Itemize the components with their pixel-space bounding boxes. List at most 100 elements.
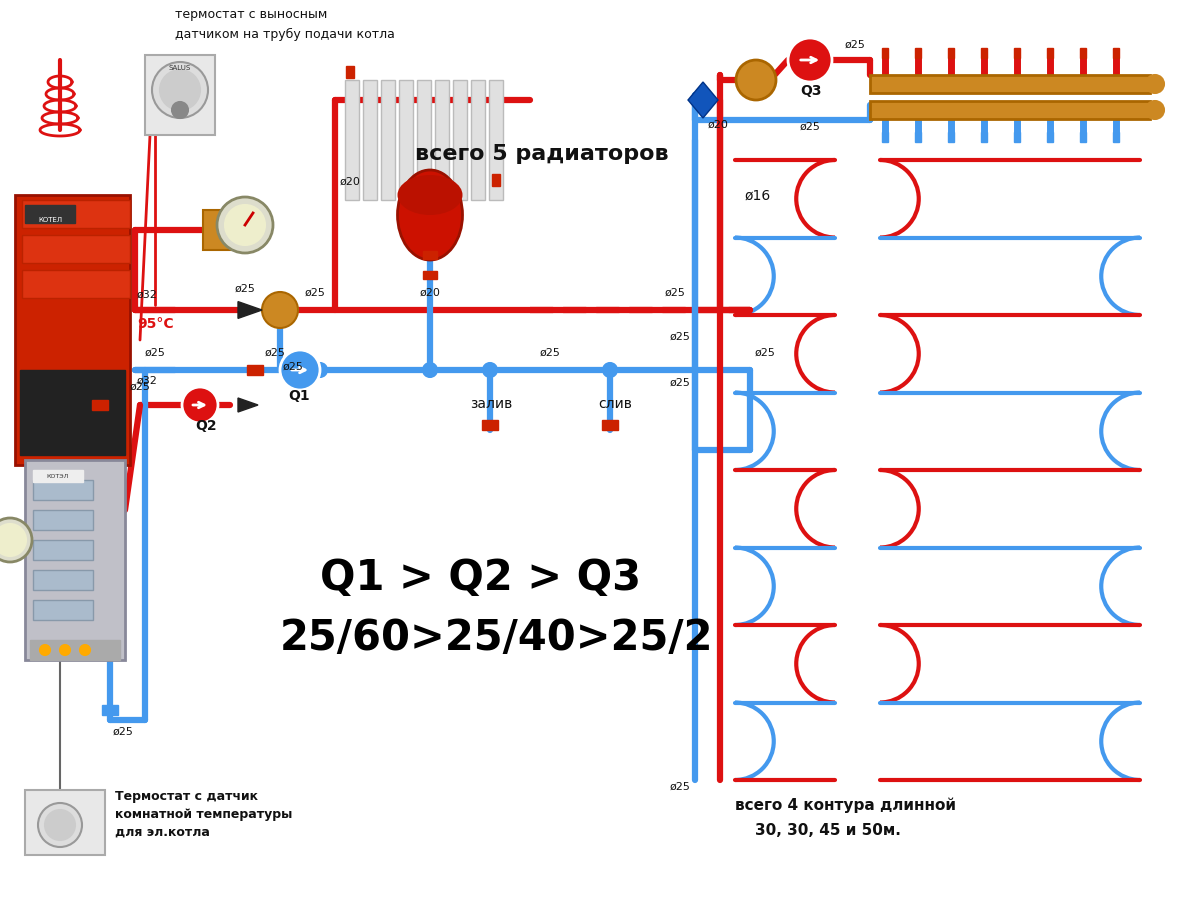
Bar	[25, 205, 76, 223]
Bar	[345, 80, 359, 200]
Circle shape	[182, 387, 218, 423]
Bar	[247, 365, 263, 374]
Text: ø16: ø16	[745, 189, 771, 203]
Text: ø25: ø25	[113, 727, 134, 737]
Bar	[423, 271, 436, 279]
Text: залив: залив	[470, 397, 512, 411]
Bar	[22, 200, 129, 228]
Bar	[870, 101, 1150, 119]
Bar	[25, 460, 125, 660]
Bar	[602, 420, 617, 430]
Ellipse shape	[398, 175, 463, 215]
Circle shape	[80, 645, 90, 655]
Bar	[34, 480, 94, 500]
Text: SALUS: SALUS	[169, 65, 191, 71]
Text: Q3: Q3	[800, 84, 821, 98]
Bar	[34, 540, 94, 560]
Bar	[915, 48, 921, 58]
Text: Термостат с датчик: Термостат с датчик	[115, 790, 258, 803]
Bar	[870, 75, 1150, 93]
Bar	[34, 470, 83, 482]
Bar	[399, 80, 412, 200]
Text: термостат с выносным: термостат с выносным	[175, 8, 327, 21]
Bar	[493, 174, 500, 186]
Circle shape	[171, 102, 188, 118]
Circle shape	[603, 363, 617, 377]
Bar	[453, 80, 466, 200]
Circle shape	[483, 363, 498, 377]
Circle shape	[788, 38, 832, 82]
Polygon shape	[237, 398, 258, 412]
Circle shape	[423, 363, 436, 377]
Ellipse shape	[398, 170, 463, 260]
Circle shape	[60, 645, 70, 655]
Bar	[203, 210, 237, 250]
Circle shape	[281, 350, 320, 390]
Polygon shape	[688, 82, 718, 118]
Circle shape	[152, 62, 207, 118]
Bar	[948, 48, 954, 58]
Text: Q1 > Q2 > Q3: Q1 > Q2 > Q3	[320, 557, 641, 599]
Text: ø25: ø25	[265, 348, 285, 358]
Bar	[882, 48, 888, 58]
Text: ø20: ø20	[420, 288, 441, 298]
Bar	[423, 251, 436, 259]
Bar	[489, 80, 504, 200]
Bar	[25, 790, 106, 855]
Circle shape	[736, 60, 776, 100]
Text: 30, 30, 45 и 50м.: 30, 30, 45 и 50м.	[755, 823, 900, 838]
Circle shape	[1146, 101, 1164, 119]
Circle shape	[46, 810, 76, 840]
Text: ø25: ø25	[540, 348, 561, 358]
Text: ø25: ø25	[129, 382, 151, 392]
Text: ø25: ø25	[670, 782, 691, 792]
Circle shape	[313, 363, 327, 377]
Text: ø25: ø25	[800, 122, 821, 132]
Bar	[16, 195, 129, 465]
Text: КОТЕЛ: КОТЕЛ	[38, 217, 62, 223]
Circle shape	[225, 205, 265, 245]
Bar	[20, 370, 125, 455]
Bar	[145, 55, 215, 135]
Bar	[471, 80, 486, 200]
Bar	[1014, 48, 1020, 58]
Circle shape	[263, 292, 299, 328]
Text: ø25: ø25	[670, 332, 691, 342]
Bar	[34, 570, 94, 590]
Circle shape	[40, 645, 50, 655]
Circle shape	[159, 70, 200, 110]
Bar	[30, 640, 120, 660]
Text: ø25: ø25	[283, 362, 303, 372]
Text: датчиком на трубу подачи котла: датчиком на трубу подачи котла	[175, 28, 394, 41]
Circle shape	[0, 524, 26, 556]
Bar	[1080, 132, 1086, 142]
Polygon shape	[237, 302, 263, 319]
Text: 25/60>25/40>25/2: 25/60>25/40>25/2	[281, 617, 713, 659]
Bar	[1014, 132, 1020, 142]
Bar	[981, 132, 987, 142]
Text: ø32: ø32	[137, 376, 158, 386]
Bar	[1080, 48, 1086, 58]
Bar	[34, 600, 94, 620]
Bar	[347, 66, 354, 78]
Text: ø25: ø25	[145, 348, 165, 358]
Text: ø20: ø20	[341, 177, 361, 187]
Circle shape	[217, 197, 273, 253]
Text: КОТЭЛ: КОТЭЛ	[47, 474, 70, 479]
Bar	[948, 132, 954, 142]
Text: ø20: ø20	[707, 120, 729, 130]
Bar	[381, 80, 394, 200]
Text: ø32: ø32	[137, 290, 158, 300]
Bar	[981, 48, 987, 58]
Bar	[22, 270, 129, 298]
Bar	[1113, 48, 1119, 58]
Text: всего 4 контура длинной: всего 4 контура длинной	[735, 797, 956, 813]
Text: ø25: ø25	[305, 288, 326, 298]
Text: слив: слив	[598, 397, 632, 411]
Bar	[915, 132, 921, 142]
Text: комнатной температуры: комнатной температуры	[115, 808, 293, 821]
Circle shape	[38, 803, 82, 847]
Text: ø25: ø25	[665, 288, 686, 298]
Text: для эл.котла: для эл.котла	[115, 826, 210, 839]
Text: всего 5 радиаторов: всего 5 радиаторов	[415, 144, 669, 164]
